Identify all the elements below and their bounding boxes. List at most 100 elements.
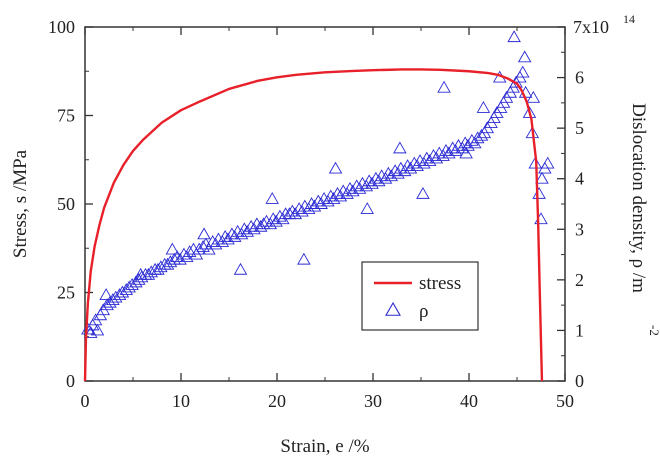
y-left-tick-label: 50: [57, 194, 75, 214]
rho-point: [336, 184, 351, 197]
legend-rho-label: ρ: [419, 301, 428, 322]
rho-point: [266, 212, 280, 225]
rho-point: [265, 192, 279, 204]
rho-point: [532, 186, 546, 199]
rho-point: [154, 260, 168, 273]
y-right-top-tick-label: 7x10: [573, 17, 609, 37]
rho-point: [374, 169, 389, 182]
rho-point: [196, 240, 210, 252]
rho-point: [323, 189, 338, 202]
rho-point: [394, 161, 408, 174]
rho-point: [507, 30, 521, 43]
rho-point: [292, 202, 306, 215]
rho-point: [535, 171, 549, 184]
rho-point: [407, 156, 422, 169]
rho-point: [205, 235, 220, 247]
rho-point: [297, 252, 311, 265]
rho-point: [83, 326, 98, 338]
rho-point: [474, 128, 489, 141]
rho-point: [99, 288, 113, 300]
rho-point: [211, 232, 226, 245]
y-left-axis-title: Stress, s /MPa: [10, 149, 31, 258]
y-right-tick-label: 4: [575, 169, 584, 189]
y-right-axis-title-exponent: -2: [647, 325, 660, 336]
legend-box: [361, 261, 479, 331]
rho-point: [426, 149, 441, 161]
y-right-top-tick-exponent: 14: [623, 12, 635, 26]
rho-point: [517, 50, 532, 63]
x-tick-label: 50: [556, 391, 574, 411]
rho-point: [311, 194, 326, 207]
x-tick-label: 0: [81, 391, 90, 411]
rho-point: [225, 227, 239, 240]
y-right-tick-label: 6: [575, 68, 584, 88]
rho-point: [244, 219, 258, 232]
rho-point: [218, 229, 232, 242]
rho-point: [432, 146, 447, 159]
rho-point: [144, 265, 159, 278]
rho-point: [419, 151, 434, 164]
rho-point: [233, 262, 248, 275]
y-right-tick-label: 5: [575, 118, 584, 138]
rho-point: [256, 217, 271, 230]
rho-point: [170, 250, 184, 263]
rho-point: [388, 164, 402, 177]
rho-point: [465, 133, 479, 146]
rho-point: [250, 217, 264, 230]
y-left-tick-label: 100: [48, 17, 75, 37]
x-axis-title: Strain, e /%: [280, 436, 369, 455]
rho-point: [437, 80, 451, 93]
rho-point: [165, 242, 180, 255]
y-right-tick-label: 1: [575, 320, 584, 340]
y-left-tick-label: 75: [57, 106, 75, 126]
rho-point: [451, 138, 466, 151]
rho-point: [230, 224, 245, 237]
rho-point: [416, 186, 430, 199]
rho-point: [476, 101, 491, 113]
rho-point: [259, 214, 274, 227]
x-tick-label: 30: [364, 391, 382, 411]
y-right-axis-title: Dislocation density, ρ /m: [628, 103, 649, 293]
rho-point: [197, 227, 211, 240]
rho-point: [458, 136, 472, 149]
rho-point: [400, 159, 415, 172]
rho-point: [182, 245, 197, 257]
rho-point: [355, 176, 370, 189]
y-right-tick-label: 0: [575, 371, 584, 391]
rho-point: [328, 161, 343, 174]
y-right-tick-label: 2: [575, 270, 584, 290]
rho-point: [317, 192, 331, 204]
rho-point: [177, 247, 191, 260]
rho-point: [285, 204, 300, 217]
y-left-tick-label: 0: [66, 371, 75, 391]
rho-point: [369, 171, 383, 184]
rho-point: [343, 181, 357, 194]
rho-point: [540, 156, 555, 169]
rho-point: [349, 179, 364, 192]
rho-point: [362, 174, 376, 187]
rho-point: [459, 146, 473, 159]
rho-point: [445, 141, 460, 154]
rho-point: [330, 186, 345, 199]
legend-stress-label: stress: [419, 273, 461, 294]
stress-line: [83, 68, 544, 382]
rho-point: [298, 199, 312, 212]
rho-point: [273, 209, 287, 222]
rho-point: [81, 322, 95, 335]
x-tick-label: 20: [268, 391, 286, 411]
rho-point: [439, 143, 453, 156]
rho-point: [133, 267, 148, 280]
rho-point: [515, 65, 530, 78]
x-tick-label: 40: [460, 391, 478, 411]
rho-point: [522, 106, 537, 118]
rho-point: [304, 197, 319, 209]
rho-point: [526, 90, 541, 103]
rho-point: [360, 202, 375, 215]
rho-point: [381, 166, 396, 179]
x-tick-label: 10: [172, 391, 190, 411]
y-right-tick-label: 3: [575, 219, 584, 239]
rho-point: [393, 141, 407, 154]
rho-point: [413, 154, 427, 166]
